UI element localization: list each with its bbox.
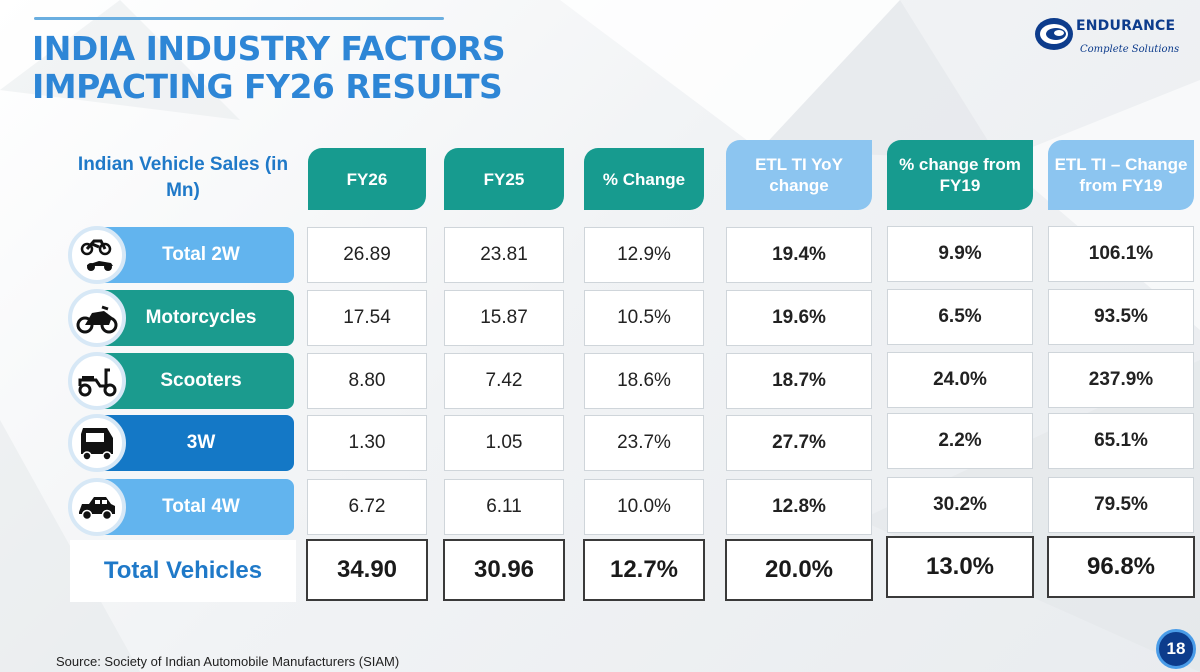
auto-rickshaw-icon	[81, 428, 113, 461]
table-cell: 9.9%	[887, 226, 1033, 282]
table-cell: 26.89	[307, 227, 427, 283]
total-cell: 12.7%	[583, 539, 705, 601]
table-cell: 18.7%	[726, 353, 872, 409]
total-cell: 20.0%	[725, 539, 873, 601]
row-icon-3w	[68, 414, 126, 472]
table-cell: 19.6%	[726, 290, 872, 346]
table-cell: 30.2%	[887, 477, 1033, 533]
page-number-badge: 18	[1156, 629, 1196, 669]
table-cell: 10.0%	[584, 479, 704, 535]
car-icon	[79, 497, 115, 521]
row-icon-total-4w	[68, 478, 126, 536]
table-cell: 18.6%	[584, 353, 704, 409]
row-header-label: Indian Vehicle Sales (in Mn)	[77, 154, 289, 201]
total-cell: 13.0%	[886, 536, 1034, 598]
row-icon-total-2w	[68, 226, 126, 284]
motorcycle-icon	[76, 305, 118, 334]
column-header-etl-from-fy19: ETL TI – Change from FY19	[1048, 140, 1194, 210]
table-cell: 6.72	[307, 479, 427, 535]
table-cell: 17.54	[307, 290, 427, 346]
table-cell: 23.7%	[584, 415, 704, 471]
title-line-1: INDIA INDUSTRY FACTORS	[32, 29, 506, 68]
row-label-total-4w: Total 4W	[98, 479, 294, 535]
total-cell: 30.96	[443, 539, 565, 601]
table-cell: 24.0%	[887, 352, 1033, 408]
table-cell: 1.30	[307, 415, 427, 471]
table-cell: 79.5%	[1048, 477, 1194, 533]
two-wheeler-icon	[80, 239, 113, 271]
table-cell: 12.9%	[584, 227, 704, 283]
table-cell: 19.4%	[726, 227, 872, 283]
company-logo: ENDURANCE Complete Solutions	[1032, 12, 1192, 68]
scooter-icon	[78, 368, 117, 397]
logo-tagline: Complete Solutions	[1080, 44, 1180, 55]
column-header-pct-change: % Change	[584, 148, 704, 210]
logo-wordmark: ENDURANCE	[1076, 18, 1176, 34]
column-header-fy26: FY26	[308, 148, 426, 210]
total-cell: 96.8%	[1047, 536, 1195, 598]
table-cell: 237.9%	[1048, 352, 1194, 408]
row-label-total-2w: Total 2W	[98, 227, 294, 283]
row-label-3w: 3W	[98, 415, 294, 471]
title-accent-line	[34, 17, 444, 20]
column-header-etl-yoy: ETL TI YoY change	[726, 140, 872, 210]
title-line-2: IMPACTING FY26 RESULTS	[32, 67, 503, 106]
table-cell: 106.1%	[1048, 226, 1194, 282]
logo-mark-icon	[1035, 18, 1073, 50]
source-note: Source: Society of Indian Automobile Man…	[56, 654, 400, 669]
column-header-pct-from-fy19: % change from FY19	[887, 140, 1033, 210]
table-cell: 7.42	[444, 353, 564, 409]
table-cell: 23.81	[444, 227, 564, 283]
page-title: INDIA INDUSTRY FACTORS IMPACTING FY26 RE…	[32, 29, 506, 106]
row-label-scooters: Scooters	[98, 353, 294, 409]
row-icon-scooters	[68, 352, 126, 410]
table-cell: 10.5%	[584, 290, 704, 346]
table-cell: 93.5%	[1048, 289, 1194, 345]
row-label-motorcycles: Motorcycles	[98, 290, 294, 346]
row-icon-motorcycles	[68, 289, 126, 347]
table-cell: 6.11	[444, 479, 564, 535]
total-cell: 34.90	[306, 539, 428, 601]
table-cell: 2.2%	[887, 413, 1033, 469]
table-cell: 8.80	[307, 353, 427, 409]
table-cell: 65.1%	[1048, 413, 1194, 469]
table-cell: 1.05	[444, 415, 564, 471]
table-cell: 27.7%	[726, 415, 872, 471]
table-cell: 12.8%	[726, 479, 872, 535]
total-row-label: Total Vehicles	[70, 540, 296, 602]
table-cell: 6.5%	[887, 289, 1033, 345]
column-header-fy25: FY25	[444, 148, 564, 210]
table-cell: 15.87	[444, 290, 564, 346]
